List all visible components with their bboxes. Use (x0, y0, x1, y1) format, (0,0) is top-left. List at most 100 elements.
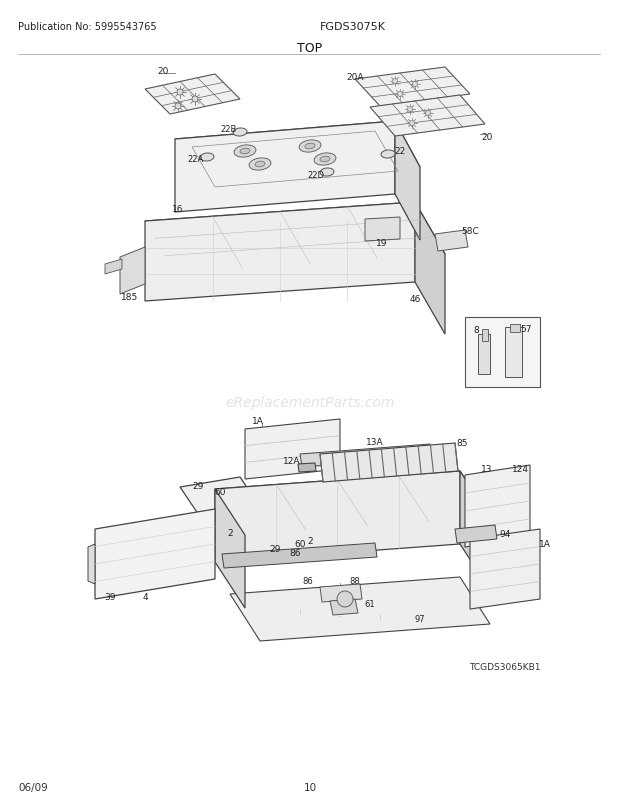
Polygon shape (465, 465, 530, 547)
Polygon shape (370, 96, 485, 137)
Polygon shape (145, 203, 445, 273)
Ellipse shape (320, 168, 334, 176)
Polygon shape (175, 122, 395, 213)
Text: 8: 8 (473, 326, 479, 335)
Text: 12A: 12A (283, 457, 301, 466)
Polygon shape (215, 472, 460, 562)
Polygon shape (230, 577, 490, 642)
Circle shape (407, 107, 412, 112)
Text: 58C: 58C (461, 227, 479, 237)
Text: 85: 85 (456, 439, 467, 448)
Ellipse shape (314, 154, 336, 166)
Polygon shape (460, 472, 490, 590)
Text: 16: 16 (172, 205, 184, 214)
Ellipse shape (381, 151, 395, 159)
Text: 60: 60 (215, 488, 226, 497)
Text: 20: 20 (481, 132, 493, 141)
Text: 86: 86 (290, 549, 301, 558)
Circle shape (175, 104, 181, 110)
Polygon shape (145, 75, 240, 115)
Ellipse shape (233, 129, 247, 137)
Ellipse shape (249, 159, 271, 171)
Text: 57: 57 (520, 325, 532, 334)
Circle shape (392, 79, 397, 84)
Text: 86: 86 (303, 577, 313, 585)
Text: 4: 4 (142, 593, 148, 602)
Text: 97: 97 (415, 615, 425, 624)
Polygon shape (330, 599, 358, 615)
Text: 94: 94 (499, 530, 511, 539)
Polygon shape (482, 330, 488, 342)
Polygon shape (245, 419, 340, 480)
Text: 22A: 22A (188, 156, 204, 164)
Text: 22: 22 (394, 148, 405, 156)
Text: 13A: 13A (366, 438, 384, 447)
Text: 06/09: 06/09 (18, 782, 48, 792)
Text: 39: 39 (104, 593, 116, 602)
Polygon shape (145, 203, 415, 302)
Polygon shape (222, 543, 377, 569)
Polygon shape (320, 585, 362, 602)
Polygon shape (395, 122, 420, 241)
Text: 185: 185 (122, 294, 139, 302)
Polygon shape (105, 260, 122, 274)
Polygon shape (300, 444, 432, 468)
Text: 20A: 20A (346, 74, 364, 83)
Polygon shape (215, 489, 245, 608)
Text: 60: 60 (294, 540, 306, 549)
Polygon shape (478, 334, 490, 375)
Circle shape (397, 92, 402, 97)
Text: TOP: TOP (298, 42, 322, 55)
Text: TCGDS3065KB1: TCGDS3065KB1 (469, 662, 541, 671)
Polygon shape (180, 477, 275, 539)
Text: Publication No: 5995543765: Publication No: 5995543765 (18, 22, 157, 32)
Text: 124: 124 (512, 465, 528, 474)
Polygon shape (455, 525, 497, 543)
Polygon shape (365, 217, 400, 241)
Circle shape (412, 83, 417, 87)
Text: 29: 29 (269, 545, 281, 554)
Polygon shape (505, 327, 522, 378)
Text: 20: 20 (157, 67, 169, 76)
Text: 22D: 22D (308, 172, 324, 180)
Text: 19: 19 (376, 239, 388, 248)
Text: 46: 46 (409, 295, 421, 304)
Text: 10: 10 (303, 782, 317, 792)
Polygon shape (465, 318, 540, 387)
Polygon shape (298, 464, 316, 472)
Text: 2: 2 (227, 529, 233, 538)
Text: 22B: 22B (221, 125, 237, 134)
Polygon shape (175, 122, 420, 186)
Polygon shape (415, 203, 445, 334)
Circle shape (177, 90, 183, 96)
Text: 13: 13 (481, 465, 493, 474)
Circle shape (425, 111, 430, 116)
Ellipse shape (320, 157, 330, 163)
Ellipse shape (234, 146, 256, 158)
Text: 1A: 1A (252, 417, 264, 426)
Polygon shape (510, 325, 520, 333)
Text: FGDS3075K: FGDS3075K (320, 22, 386, 32)
Text: 88: 88 (350, 577, 360, 585)
Ellipse shape (299, 140, 321, 153)
Polygon shape (88, 545, 95, 585)
Polygon shape (355, 68, 470, 107)
Ellipse shape (240, 149, 250, 155)
Text: 2: 2 (307, 537, 313, 546)
Ellipse shape (200, 154, 214, 162)
Polygon shape (435, 231, 468, 252)
Circle shape (192, 97, 198, 103)
Ellipse shape (255, 162, 265, 168)
Text: 61: 61 (365, 600, 375, 609)
Polygon shape (120, 248, 145, 294)
Ellipse shape (305, 144, 315, 150)
Polygon shape (470, 529, 540, 610)
Polygon shape (95, 509, 215, 599)
Circle shape (337, 591, 353, 607)
Polygon shape (215, 472, 490, 535)
Circle shape (409, 121, 415, 127)
Text: 29: 29 (192, 482, 204, 491)
Polygon shape (320, 444, 458, 482)
Text: 1A: 1A (539, 540, 551, 549)
Text: eReplacementParts.com: eReplacementParts.com (225, 395, 395, 410)
